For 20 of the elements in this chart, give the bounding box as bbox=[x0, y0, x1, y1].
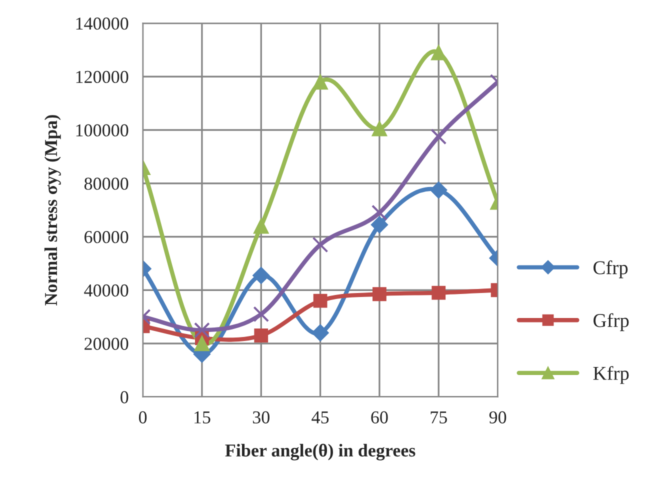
x-tick-label: 90 bbox=[489, 411, 506, 424]
y-tick-label: 120000 bbox=[76, 70, 128, 84]
x-tick-label: 75 bbox=[430, 411, 447, 424]
y-tick-label: 60000 bbox=[84, 231, 128, 244]
legend-label: Cfrp bbox=[594, 260, 628, 278]
y-tick-label: 80000 bbox=[84, 178, 128, 190]
y-tick-label: 20000 bbox=[84, 338, 128, 350]
y-tick-label: 140000 bbox=[76, 17, 128, 30]
y-tick-label: 40000 bbox=[84, 284, 128, 297]
x-tick-label: 0 bbox=[138, 411, 147, 424]
x-axis-title: Fiber angle(θ) in degrees bbox=[225, 444, 416, 460]
y-tick-label: 100000 bbox=[76, 124, 128, 136]
legend-label: Gfrp bbox=[594, 313, 629, 332]
x-tick-label: 30 bbox=[252, 411, 270, 424]
y-tick-label: 0 bbox=[120, 391, 128, 404]
y-axis-title: Normal stress σyy (Mpa) bbox=[44, 115, 61, 306]
x-tick-label: 60 bbox=[371, 411, 388, 424]
x-tick-label: 45 bbox=[312, 411, 329, 424]
legend-label: Kfrp bbox=[593, 366, 629, 384]
x-tick-label: 15 bbox=[194, 411, 210, 424]
